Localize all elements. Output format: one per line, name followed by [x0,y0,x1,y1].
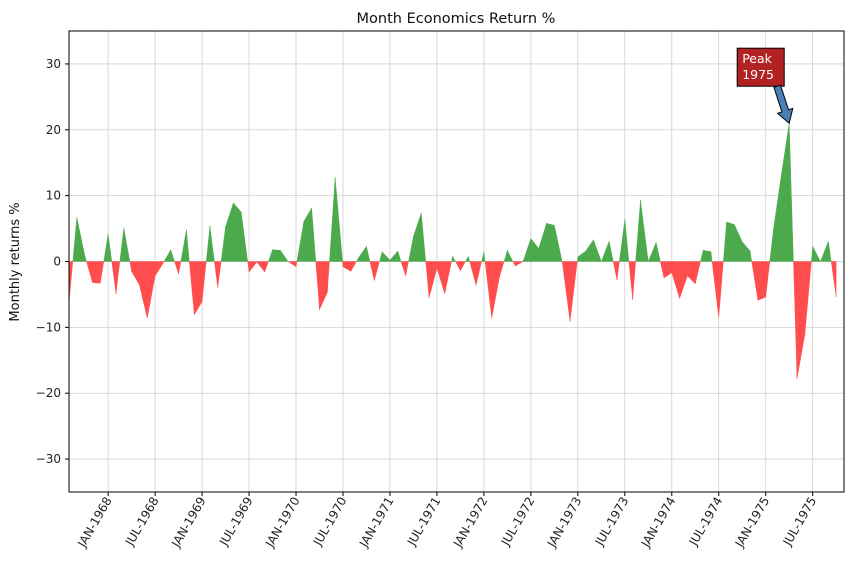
negative-area [616,261,620,280]
negative-area [632,261,636,300]
annotation-arrow [773,84,794,125]
chart-title: Month Economics Return % [357,11,556,27]
positive-area [624,219,630,262]
negative-area [830,261,837,298]
negative-area [405,261,409,277]
y-tick-label: −20 [36,386,61,400]
negative-area [569,261,578,322]
negative-area [444,261,452,294]
positive-area [812,246,821,262]
negative-area [178,261,182,275]
negative-area [327,261,330,293]
negative-area [217,261,222,288]
negative-area [695,261,701,284]
positive-area [468,256,470,262]
positive-area [123,227,131,262]
y-tick-label: 30 [46,57,61,71]
negative-area [162,261,165,265]
positive-area [170,249,175,262]
negative-area [804,261,812,335]
data-areas [68,123,837,379]
negative-area [765,261,771,298]
annotation-text-line1: Peak [742,51,772,66]
negative-area [757,261,766,301]
negative-area [295,261,298,267]
positive-area [640,200,649,262]
peak-annotation: Peak 1975 [736,47,794,125]
negative-area [350,261,357,273]
y-tick-label: 0 [53,255,61,269]
positive-area [186,229,190,262]
positive-area [209,225,215,262]
positive-area [421,212,426,262]
annotation-text-line2: 1975 [742,67,774,82]
positive-area [655,242,661,262]
positive-area [726,221,735,262]
positive-area [311,208,317,262]
positive-area [710,251,713,262]
positive-area [84,254,87,262]
annotation-box [736,47,785,87]
positive-area [334,177,343,262]
negative-area [374,261,380,281]
positive-area [593,239,602,262]
y-axis-label: Monthly returns % [8,202,23,321]
positive-area [241,212,248,262]
negative-area [475,261,482,286]
y-tick-label: 20 [46,123,61,137]
negative-area [515,261,524,267]
y-tick-label: 10 [46,189,61,203]
positive-area [233,202,242,262]
positive-area [749,250,752,262]
positive-area [702,250,712,262]
positive-area [366,246,371,262]
negative-area [499,261,505,277]
negative-area [100,261,104,284]
positive-area [828,241,832,262]
positive-area [452,256,456,262]
positive-area [272,249,281,262]
positive-area [554,225,563,262]
negative-area [718,261,724,318]
positive-area [280,249,289,262]
positive-area [789,123,794,262]
y-tick-label: −30 [36,452,61,466]
negative-area [460,261,466,271]
positive-area [507,250,514,262]
positive-area [397,250,402,262]
positive-area [608,241,614,262]
positive-area [483,251,486,262]
negative-area [115,261,121,294]
negative-area [92,261,101,284]
positive-area [546,223,555,262]
y-axis-ticks: −30 −20 −10 0 10 20 30 [36,57,69,466]
negative-area [201,261,207,302]
positive-area [107,233,112,262]
negative-area [264,261,269,273]
y-tick-label: −10 [36,320,61,334]
